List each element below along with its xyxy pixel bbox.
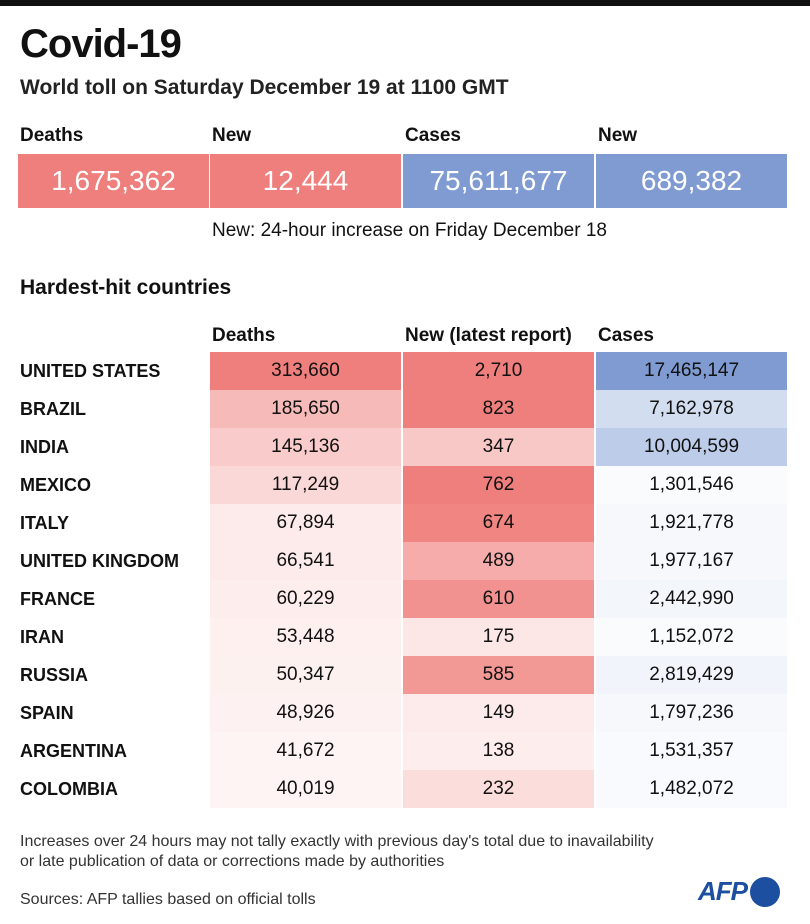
footnote: Increases over 24 hours may not tally ex… xyxy=(20,833,654,870)
cell-deaths: 40,019 xyxy=(210,770,401,808)
summary-value: 1,675,362 xyxy=(18,154,209,208)
cell-cases: 1,152,072 xyxy=(596,618,787,656)
cell-deaths: 67,894 xyxy=(210,504,401,542)
row-country: COLOMBIA xyxy=(20,778,118,799)
sources: Sources: AFP tallies based on official t… xyxy=(20,891,316,908)
cell-cases: 1,797,236 xyxy=(596,694,787,732)
afp-logo: AFP xyxy=(698,876,780,907)
row-country: UNITED KINGDOM xyxy=(20,550,179,571)
summary-value: 689,382 xyxy=(596,154,787,208)
cell-deaths: 50,347 xyxy=(210,656,401,694)
cell-new: 585 xyxy=(403,656,594,694)
cell-deaths: 185,650 xyxy=(210,390,401,428)
cell-deaths: 53,448 xyxy=(210,618,401,656)
column-header: Deaths xyxy=(212,325,276,346)
row-country: MEXICO xyxy=(20,474,92,495)
cell-deaths: 66,541 xyxy=(210,542,401,580)
summary-label: New xyxy=(212,125,252,146)
cell-new: 610 xyxy=(403,580,594,618)
cell-new: 823 xyxy=(403,390,594,428)
cell-cases: 1,921,778 xyxy=(596,504,787,542)
cell-new: 175 xyxy=(403,618,594,656)
summary-value: 75,611,677 xyxy=(403,154,594,208)
cell-cases: 2,442,990 xyxy=(596,580,787,618)
row-country: UNITED STATES xyxy=(20,360,161,381)
row-country: ITALY xyxy=(20,512,70,533)
cell-cases: 1,531,357 xyxy=(596,732,787,770)
summary-label: Cases xyxy=(405,125,461,146)
cell-cases: 1,977,167 xyxy=(596,542,787,580)
column-header: New (latest report) xyxy=(405,325,572,346)
top-bar xyxy=(0,0,810,6)
row-country: RUSSIA xyxy=(20,664,89,685)
cell-deaths: 60,229 xyxy=(210,580,401,618)
cell-new: 149 xyxy=(403,694,594,732)
summary-value: 12,444 xyxy=(210,154,401,208)
cell-cases: 17,465,147 xyxy=(596,352,787,390)
summary-label: Deaths xyxy=(20,125,84,146)
cell-cases: 1,482,072 xyxy=(596,770,787,808)
row-country: SPAIN xyxy=(20,702,74,723)
cell-new: 674 xyxy=(403,504,594,542)
page-title: Covid-19 xyxy=(20,22,182,66)
new-note: New: 24-hour increase on Friday December… xyxy=(212,220,607,241)
summary-label: New xyxy=(598,125,638,146)
cell-deaths: 48,926 xyxy=(210,694,401,732)
row-country: BRAZIL xyxy=(20,398,86,419)
cell-deaths: 313,660 xyxy=(210,352,401,390)
cell-cases: 10,004,599 xyxy=(596,428,787,466)
cell-new: 2,710 xyxy=(403,352,594,390)
cell-deaths: 41,672 xyxy=(210,732,401,770)
cell-cases: 7,162,978 xyxy=(596,390,787,428)
row-country: INDIA xyxy=(20,436,69,457)
cell-deaths: 117,249 xyxy=(210,466,401,504)
cell-deaths: 145,136 xyxy=(210,428,401,466)
row-country: FRANCE xyxy=(20,588,95,609)
cell-new: 232 xyxy=(403,770,594,808)
cell-new: 138 xyxy=(403,732,594,770)
row-country: IRAN xyxy=(20,626,64,647)
section-title: Hardest-hit countries xyxy=(20,276,232,299)
cell-cases: 1,301,546 xyxy=(596,466,787,504)
cell-new: 762 xyxy=(403,466,594,504)
column-header: Cases xyxy=(598,325,654,346)
cell-new: 489 xyxy=(403,542,594,580)
cell-new: 347 xyxy=(403,428,594,466)
cell-cases: 2,819,429 xyxy=(596,656,787,694)
row-country: ARGENTINA xyxy=(20,740,127,761)
subtitle: World toll on Saturday December 19 at 11… xyxy=(20,76,509,99)
